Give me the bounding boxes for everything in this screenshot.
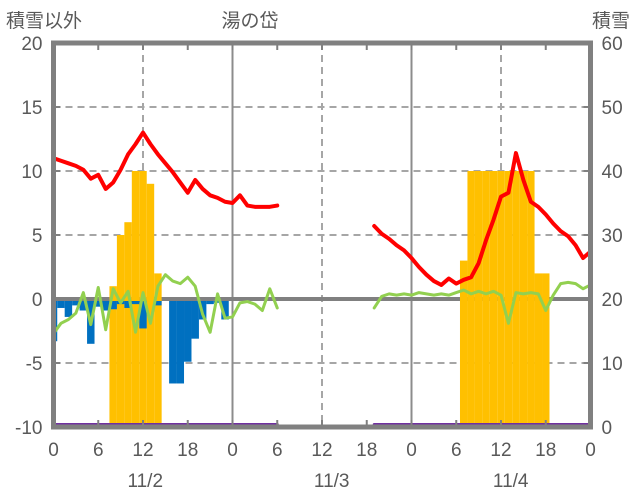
plot-frame bbox=[51, 40, 593, 430]
right-axis-tick-label: 40 bbox=[602, 162, 623, 183]
right-axis-tick-label: 30 bbox=[602, 226, 623, 247]
left-axis-tick-label: 20 bbox=[21, 34, 42, 55]
right-axis-title: 積雪 bbox=[591, 11, 630, 32]
left-axis-title: 積雪以外 bbox=[6, 11, 83, 32]
x-axis-tick-label: 6 bbox=[272, 440, 283, 461]
x-axis-tick-label: 18 bbox=[356, 440, 377, 461]
x-axis-tick-label: 0 bbox=[406, 440, 417, 461]
x-axis-tick-label: 6 bbox=[451, 440, 462, 461]
left-axis-tick-label: 15 bbox=[21, 98, 42, 119]
date-label: 11/3 bbox=[314, 471, 350, 492]
x-axis-tick-label: 18 bbox=[177, 440, 198, 461]
x-axis-tick-label: 18 bbox=[535, 440, 556, 461]
date-label: 11/4 bbox=[493, 471, 529, 492]
date-label: 11/2 bbox=[127, 471, 163, 492]
right-axis-tick-label: 50 bbox=[602, 98, 623, 119]
right-axis-tick-label: 60 bbox=[602, 34, 623, 55]
x-axis-tick-label: 6 bbox=[93, 440, 104, 461]
left-axis-tick-label: 5 bbox=[32, 226, 43, 247]
x-axis-tick-label: 12 bbox=[490, 440, 511, 461]
x-axis-tick-label: 0 bbox=[227, 440, 238, 461]
left-axis-tick-label: -10 bbox=[15, 418, 42, 439]
left-axis-tick-label: 10 bbox=[21, 162, 42, 183]
left-axis-tick-label: 0 bbox=[32, 290, 43, 311]
right-axis-tick-label: 20 bbox=[602, 290, 623, 311]
right-axis-tick-label: 10 bbox=[602, 354, 623, 375]
x-axis-tick-label: 12 bbox=[132, 440, 153, 461]
green-line bbox=[52, 273, 592, 336]
x-axis-tick-label: 12 bbox=[311, 440, 332, 461]
left-axis-tick-label: -5 bbox=[26, 354, 43, 375]
x-axis-tick-label: 0 bbox=[585, 440, 596, 461]
right-axis-tick-label: 0 bbox=[602, 418, 613, 439]
red-line bbox=[51, 130, 593, 287]
x-axis-tick-label: 0 bbox=[48, 440, 59, 461]
chart-title: 湯の岱 bbox=[221, 11, 279, 32]
